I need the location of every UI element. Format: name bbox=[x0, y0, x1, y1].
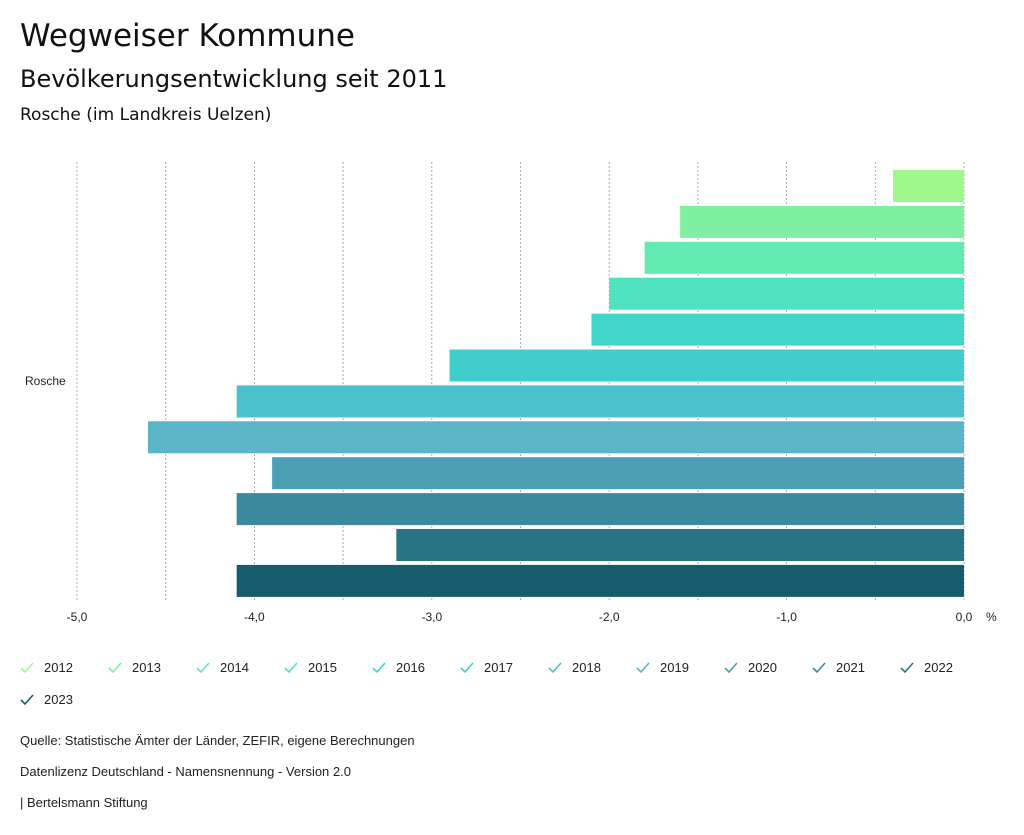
bar-2018[interactable] bbox=[236, 385, 964, 418]
check-icon bbox=[812, 662, 826, 674]
legend-label: 2017 bbox=[484, 660, 513, 675]
legend-label: 2012 bbox=[44, 660, 73, 675]
legend-label: 2014 bbox=[220, 660, 249, 675]
bar-2016[interactable] bbox=[591, 313, 964, 346]
x-axis-ticks: -5,0 -4,0 -3,0 -2,0 -1,0 0,0 bbox=[67, 610, 973, 624]
bar-2014[interactable] bbox=[644, 241, 964, 274]
bar-2023[interactable] bbox=[236, 564, 964, 597]
bar-chart: -5,0 -4,0 -3,0 -2,0 -1,0 0,0 Rosche % bbox=[25, 162, 997, 624]
check-icon bbox=[900, 662, 914, 674]
x-axis-unit: % bbox=[986, 610, 997, 624]
source-note: Quelle: Statistische Ämter der Länder, Z… bbox=[20, 733, 415, 748]
legend-item-2019[interactable]: 2019 bbox=[636, 660, 724, 692]
legend-item-2018[interactable]: 2018 bbox=[548, 660, 636, 692]
publisher-note: | Bertelsmann Stiftung bbox=[20, 795, 148, 810]
legend-item-2012[interactable]: 2012 bbox=[20, 660, 108, 692]
category-label-rosche: Rosche bbox=[25, 374, 66, 388]
chart-bars bbox=[147, 170, 964, 597]
legend-label: 2022 bbox=[924, 660, 953, 675]
check-icon bbox=[196, 662, 210, 674]
x-tick-label: -2,0 bbox=[599, 610, 620, 624]
license-note: Datenlizenz Deutschland - Namensnennung … bbox=[20, 764, 351, 779]
legend-label: 2018 bbox=[572, 660, 601, 675]
legend-item-2015[interactable]: 2015 bbox=[284, 660, 372, 692]
legend-label: 2023 bbox=[44, 692, 73, 707]
page-title: Wegweiser Kommune bbox=[20, 18, 355, 54]
legend-label: 2020 bbox=[748, 660, 777, 675]
x-tick-label: -5,0 bbox=[67, 610, 88, 624]
bar-2022[interactable] bbox=[396, 529, 964, 561]
check-icon bbox=[636, 662, 650, 674]
check-icon bbox=[724, 662, 738, 674]
bar-2020[interactable] bbox=[272, 457, 964, 490]
chart-legend: 2012 2013 2014 2015 2016 2017 2018 2019 2020 2021… bbox=[20, 660, 1000, 724]
legend-item-2021[interactable]: 2021 bbox=[812, 660, 900, 692]
check-icon bbox=[108, 662, 122, 674]
legend-item-2022[interactable]: 2022 bbox=[900, 660, 988, 692]
legend-label: 2021 bbox=[836, 660, 865, 675]
chart-subtitle: Bevölkerungsentwicklung seit 2011 bbox=[20, 65, 448, 93]
bar-2019[interactable] bbox=[147, 421, 964, 454]
x-tick-label: -3,0 bbox=[421, 610, 442, 624]
bar-2021[interactable] bbox=[236, 493, 964, 526]
bar-2012[interactable] bbox=[893, 170, 964, 202]
legend-label: 2019 bbox=[660, 660, 689, 675]
legend-item-2023[interactable]: 2023 bbox=[20, 692, 108, 724]
legend-item-2016[interactable]: 2016 bbox=[372, 660, 460, 692]
x-tick-label: -1,0 bbox=[776, 610, 797, 624]
check-icon bbox=[460, 662, 474, 674]
check-icon bbox=[372, 662, 386, 674]
legend-label: 2016 bbox=[396, 660, 425, 675]
legend-item-2013[interactable]: 2013 bbox=[108, 660, 196, 692]
legend-item-2020[interactable]: 2020 bbox=[724, 660, 812, 692]
legend-label: 2015 bbox=[308, 660, 337, 675]
x-tick-label: 0,0 bbox=[956, 610, 973, 624]
check-icon bbox=[20, 694, 34, 706]
check-icon bbox=[284, 662, 298, 674]
check-icon bbox=[20, 662, 34, 674]
check-icon bbox=[548, 662, 562, 674]
bar-2017[interactable] bbox=[449, 349, 964, 382]
x-tick-label: -4,0 bbox=[244, 610, 265, 624]
legend-item-2014[interactable]: 2014 bbox=[196, 660, 284, 692]
legend-item-2017[interactable]: 2017 bbox=[460, 660, 548, 692]
legend-label: 2013 bbox=[132, 660, 161, 675]
region-label: Rosche (im Landkreis Uelzen) bbox=[20, 105, 272, 125]
bar-2015[interactable] bbox=[609, 277, 964, 310]
bar-2013[interactable] bbox=[680, 205, 964, 238]
